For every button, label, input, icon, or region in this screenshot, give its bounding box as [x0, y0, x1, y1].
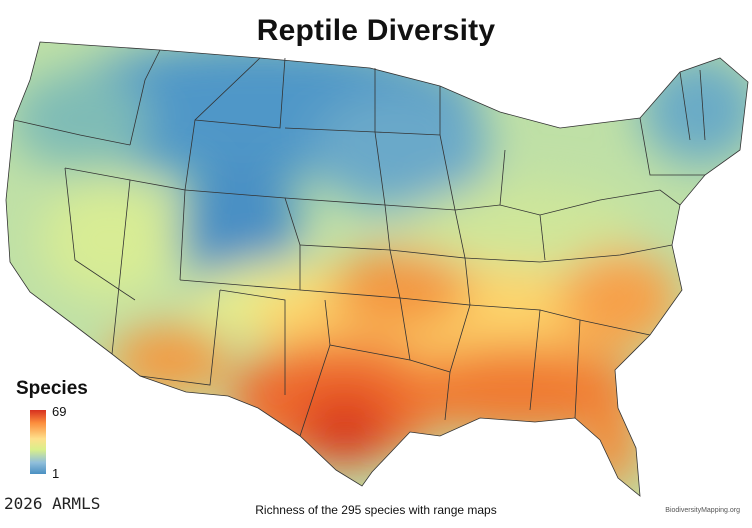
legend-title: Species	[16, 378, 88, 399]
caption: Richness of the 295 species with range m…	[255, 503, 497, 517]
legend-min-label: 1	[52, 466, 60, 481]
legend-max-label: 69	[52, 404, 67, 419]
source-credit: BiodiversityMapping.org	[665, 507, 740, 514]
legend-color-bar	[30, 410, 46, 474]
map-title: Reptile Diversity	[256, 14, 496, 47]
state-borders	[5, 41, 749, 497]
copyright-watermark: 2026 ARMLS	[4, 494, 101, 513]
